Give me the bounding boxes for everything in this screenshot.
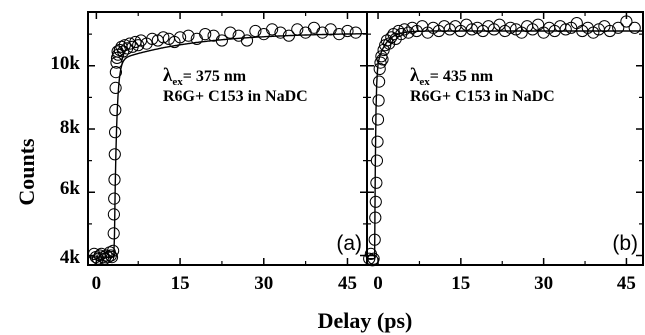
panel-a-ticks (88, 12, 367, 265)
panel-a-data-point (266, 23, 279, 36)
panel-b-x-tick-label: 15 (451, 273, 470, 294)
panel-b-excitation-label: λex= 435 nm (410, 65, 494, 88)
panel-a-wavelength: = 375 nm (183, 68, 247, 85)
y-tick-label-10k: 10k (50, 53, 80, 74)
panel-a-lambda-subscript: ex (172, 76, 183, 88)
panel-b-x-tick-label: 30 (534, 273, 553, 294)
y-tick-labels: 4k 6k 8k 10k (50, 53, 80, 268)
panel-b-data-points (363, 15, 641, 267)
panel-a-data-point (107, 208, 121, 221)
panel-b-sample-label: R6G+ C153 in NaDC (410, 88, 555, 105)
panel-b-data-point (369, 195, 382, 208)
panel-a-data-point (109, 103, 122, 117)
panel-a-data-point (341, 24, 354, 38)
panel-a-sample-label: R6G+ C153 in NaDC (163, 88, 308, 105)
panel-b-data-point (374, 56, 387, 69)
panel-a-data-point (108, 192, 121, 205)
panel-a-data-point (100, 249, 113, 262)
panel-a-data-point (123, 37, 136, 50)
panel-a-data-point (108, 148, 121, 161)
panel-b-data-point (628, 21, 641, 34)
panel-b: 0 15 30 45 λex= 435 nm R6G+ C153 in NaDC… (363, 11, 644, 294)
panel-a-data-points (88, 21, 362, 265)
panel-b-lambda: λ (410, 65, 420, 86)
panel-b-x-tick-label: 45 (617, 273, 636, 294)
panel-a-data-point (349, 26, 362, 39)
panel-b-data-point (370, 176, 383, 189)
panel-a-x-tick-label: 0 (92, 273, 102, 294)
panel-b-fit-curve (367, 30, 643, 260)
panel-a-excitation-label: λex= 375 nm (163, 65, 247, 88)
panel-a-data-point (316, 26, 329, 39)
panel-a: 0 15 30 45 λex= 375 nm R6G+ C153 in NaDC… (87, 11, 368, 294)
panel-a-data-point (199, 27, 212, 41)
panel-b-data-point (371, 113, 385, 126)
y-axis-title: Counts (14, 138, 39, 206)
panel-a-data-point (274, 26, 287, 39)
x-axis-title: Delay (ps) (318, 308, 413, 333)
panel-a-label: (a) (336, 232, 362, 255)
panel-a-frame (87, 11, 368, 266)
panel-a-data-point (157, 31, 170, 44)
panel-a-data-point (307, 21, 321, 34)
panel-b-data-point (380, 34, 393, 47)
y-tick-label-6k: 6k (60, 178, 81, 199)
panel-b-x-tick-labels: 0 15 30 45 (373, 273, 636, 294)
panel-a-data-point (240, 34, 254, 47)
panel-b-data-point (398, 23, 411, 36)
panel-b-frame (366, 11, 644, 266)
panel-b-data-point (370, 154, 383, 167)
panel-b-lambda-subscript: ex (419, 76, 430, 88)
panel-a-data-point (182, 29, 195, 42)
panel-b-ticks (367, 12, 643, 265)
panel-b-data-point (373, 62, 386, 76)
panel-b-data-point (406, 21, 419, 34)
panel-b-data-point (392, 24, 405, 38)
panel-b-data-point (504, 21, 517, 34)
panel-a-data-point (224, 26, 237, 39)
panel-a-data-point (109, 81, 122, 95)
panel-a-data-point (109, 66, 123, 79)
panel-b-data-point (371, 135, 384, 148)
panel-b-data-point (373, 75, 386, 88)
panel-a-data-point (108, 173, 121, 186)
panel-a-x-tick-label: 15 (171, 273, 190, 294)
panel-b-data-point (559, 23, 572, 36)
panel-a-data-point (174, 31, 187, 44)
panel-b-x-tick-label: 0 (373, 273, 383, 294)
panel-b-data-point (372, 94, 385, 107)
panel-a-x-tick-label: 45 (338, 273, 357, 294)
panel-b-wavelength: = 435 nm (430, 68, 494, 85)
panel-a-x-tick-label: 30 (254, 273, 273, 294)
panel-a-fit-curve (88, 33, 367, 258)
y-tick-label-4k: 4k (60, 247, 81, 268)
panel-b-data-point (612, 21, 625, 34)
panel-b-data-point (376, 53, 389, 66)
panel-a-x-tick-labels: 0 15 30 45 (92, 273, 357, 294)
panel-a-lambda: λ (163, 65, 173, 86)
panel-b-label: (b) (612, 232, 638, 255)
panel-a-data-point (88, 247, 101, 260)
y-tick-label-8k: 8k (60, 117, 81, 138)
panel-a-data-point (109, 126, 122, 139)
